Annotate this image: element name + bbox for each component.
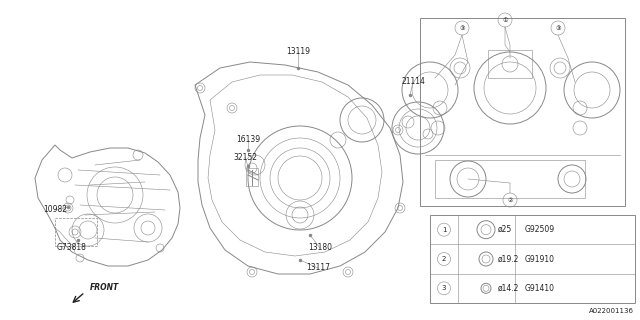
Bar: [246, 168, 258, 186]
Bar: [55, 218, 97, 246]
Text: ø14.2: ø14.2: [498, 284, 520, 293]
Bar: [420, 18, 625, 206]
Text: 13180: 13180: [308, 244, 332, 252]
Text: FRONT: FRONT: [90, 284, 119, 292]
Text: ②: ②: [507, 197, 513, 203]
Text: A022001136: A022001136: [589, 308, 634, 314]
Text: 3: 3: [442, 285, 446, 291]
Text: 10982: 10982: [43, 205, 67, 214]
Text: 16139: 16139: [236, 135, 260, 145]
Bar: [430, 215, 635, 303]
Text: ①: ①: [502, 18, 508, 22]
Text: G91410: G91410: [525, 284, 555, 293]
Text: 13117: 13117: [306, 263, 330, 273]
Text: 32152: 32152: [233, 154, 257, 163]
Text: 21114: 21114: [401, 77, 425, 86]
Text: 1: 1: [442, 227, 446, 233]
Text: 2: 2: [442, 256, 446, 262]
Text: ③: ③: [555, 26, 561, 30]
Bar: [435, 160, 585, 198]
Text: G73818: G73818: [57, 244, 87, 252]
Text: ③: ③: [459, 26, 465, 30]
Bar: [488, 50, 532, 78]
Text: ø25: ø25: [498, 225, 512, 234]
Text: ø19.2: ø19.2: [498, 254, 520, 263]
Text: G92509: G92509: [525, 225, 555, 234]
Text: 13119: 13119: [286, 47, 310, 57]
Text: G91910: G91910: [525, 254, 555, 263]
